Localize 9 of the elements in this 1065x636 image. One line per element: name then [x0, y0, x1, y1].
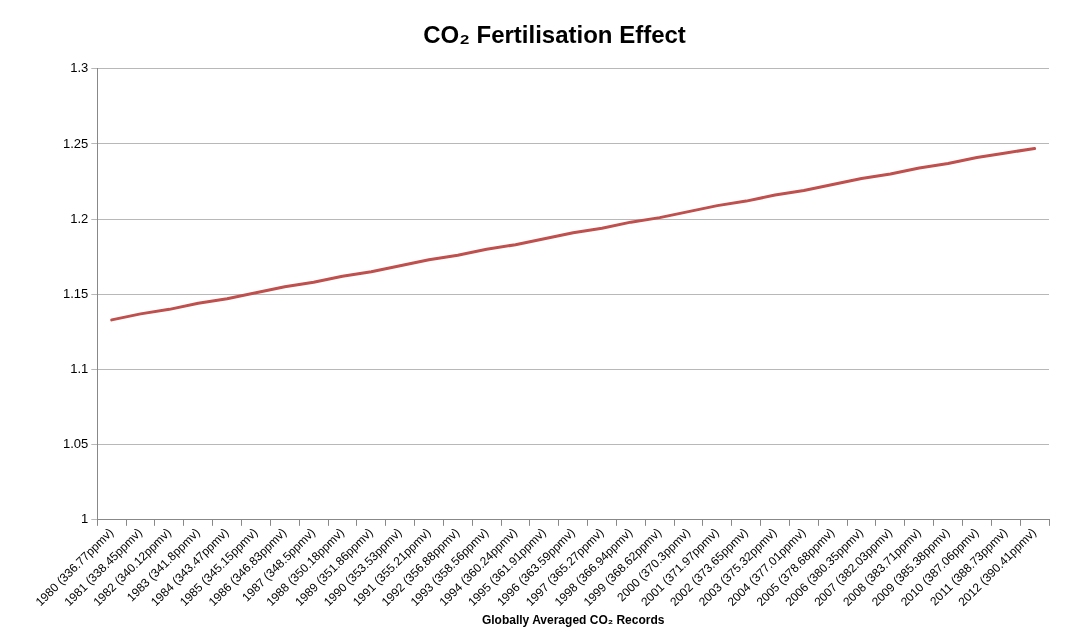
- y-tick-label: 1.15: [62, 285, 89, 301]
- x-axis-title: Globally Averaged CO₂ Records: [481, 613, 665, 628]
- y-tick-label: 1.05: [62, 436, 89, 452]
- chart-title: CO₂ Fertilisation Effect: [423, 21, 686, 49]
- y-tick-label: 1.2: [70, 210, 89, 226]
- y-tick-label: 1: [81, 511, 89, 527]
- y-tick-label: 1.1: [70, 361, 89, 377]
- y-tick-label: 1.25: [62, 135, 89, 151]
- y-tick-label: 1.3: [70, 60, 89, 76]
